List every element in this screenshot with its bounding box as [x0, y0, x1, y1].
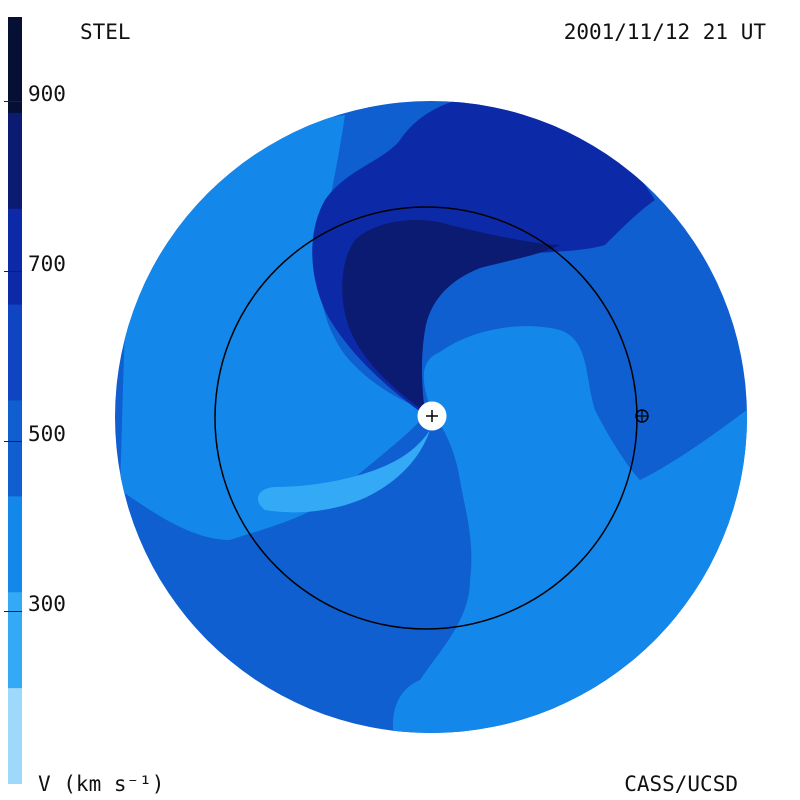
mid-velocity-arm: [340, 428, 461, 650]
colorbar-tick-500: [4, 441, 22, 442]
colorbar-band: [8, 592, 22, 689]
colorbar-band: [8, 112, 22, 210]
colorbar-tick-300: [4, 611, 22, 612]
sun-marker: [417, 401, 447, 431]
colorbar-label-700: 700: [28, 252, 66, 276]
darkest-velocity-region: [342, 220, 560, 412]
units-label: V (km s⁻¹): [38, 772, 165, 796]
fast-stream-region: [257, 430, 430, 513]
colorbar-band: [8, 304, 22, 401]
velocity-colorbar: [8, 17, 22, 784]
earth-marker: [635, 409, 649, 423]
colorbar-label-300: 300: [28, 592, 66, 616]
colorbar-tick-700: [4, 271, 22, 272]
light-velocity-region-west: [120, 115, 428, 540]
datetime-label: 2001/11/12 21 UT: [563, 20, 766, 44]
colorbar-band: [8, 496, 22, 593]
colorbar-band: [8, 17, 22, 114]
credit-label: CASS/UCSD: [624, 772, 738, 796]
colorbar-label-900: 900: [28, 82, 66, 106]
colorbar-band: [8, 400, 22, 497]
colorbar-label-500: 500: [28, 422, 66, 446]
colorbar-band: [8, 688, 22, 784]
colorbar-tick-900: [4, 101, 22, 102]
colorbar-band: [8, 208, 22, 306]
instrument-label: STEL: [80, 20, 131, 44]
